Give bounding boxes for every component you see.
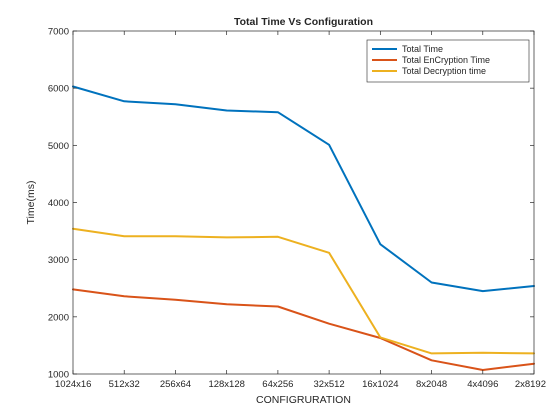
y-tick-label: 4000 xyxy=(48,198,69,209)
x-tick-label: 128x128 xyxy=(208,379,244,390)
x-axis-label: CONFIGRURATION xyxy=(256,394,351,406)
series-line-3 xyxy=(72,227,535,355)
series-layer xyxy=(72,85,535,371)
x-tick-label: 4x4096 xyxy=(467,379,498,390)
legend-label-3: Total Decryption time xyxy=(402,66,486,76)
legend-label-2: Total EnCryption Time xyxy=(402,55,490,65)
x-tick-label: 64x256 xyxy=(262,379,293,390)
x-tick-label: 512x32 xyxy=(109,379,140,390)
y-tick-label: 6000 xyxy=(48,84,69,95)
y-axis-label: Time(ms) xyxy=(25,181,37,225)
legend-label-1: Total Time xyxy=(402,44,443,54)
ticks-layer: 1000 2000 3000 4000 5000 6000 7000 1024x16 512x3… xyxy=(48,27,546,391)
x-tick-label: 256x64 xyxy=(160,379,191,390)
chart-title: Total Time Vs Configuration xyxy=(234,16,373,28)
x-tick-label: 32x512 xyxy=(314,379,345,390)
x-tick-label: 16x1024 xyxy=(362,379,398,390)
plot-area xyxy=(73,31,534,374)
series-line-1 xyxy=(72,85,535,293)
y-tick-label: 7000 xyxy=(48,27,69,38)
x-tick-label: 2x8192 xyxy=(515,379,546,390)
x-tick-label: 8x2048 xyxy=(416,379,447,390)
y-tick-label: 1000 xyxy=(48,370,69,381)
y-tick-label: 3000 xyxy=(48,255,69,266)
y-tick-label: 5000 xyxy=(48,141,69,152)
x-tick-label: 1024x16 xyxy=(55,379,91,390)
series-line-2 xyxy=(72,288,535,371)
y-tick-label: 2000 xyxy=(48,312,69,323)
